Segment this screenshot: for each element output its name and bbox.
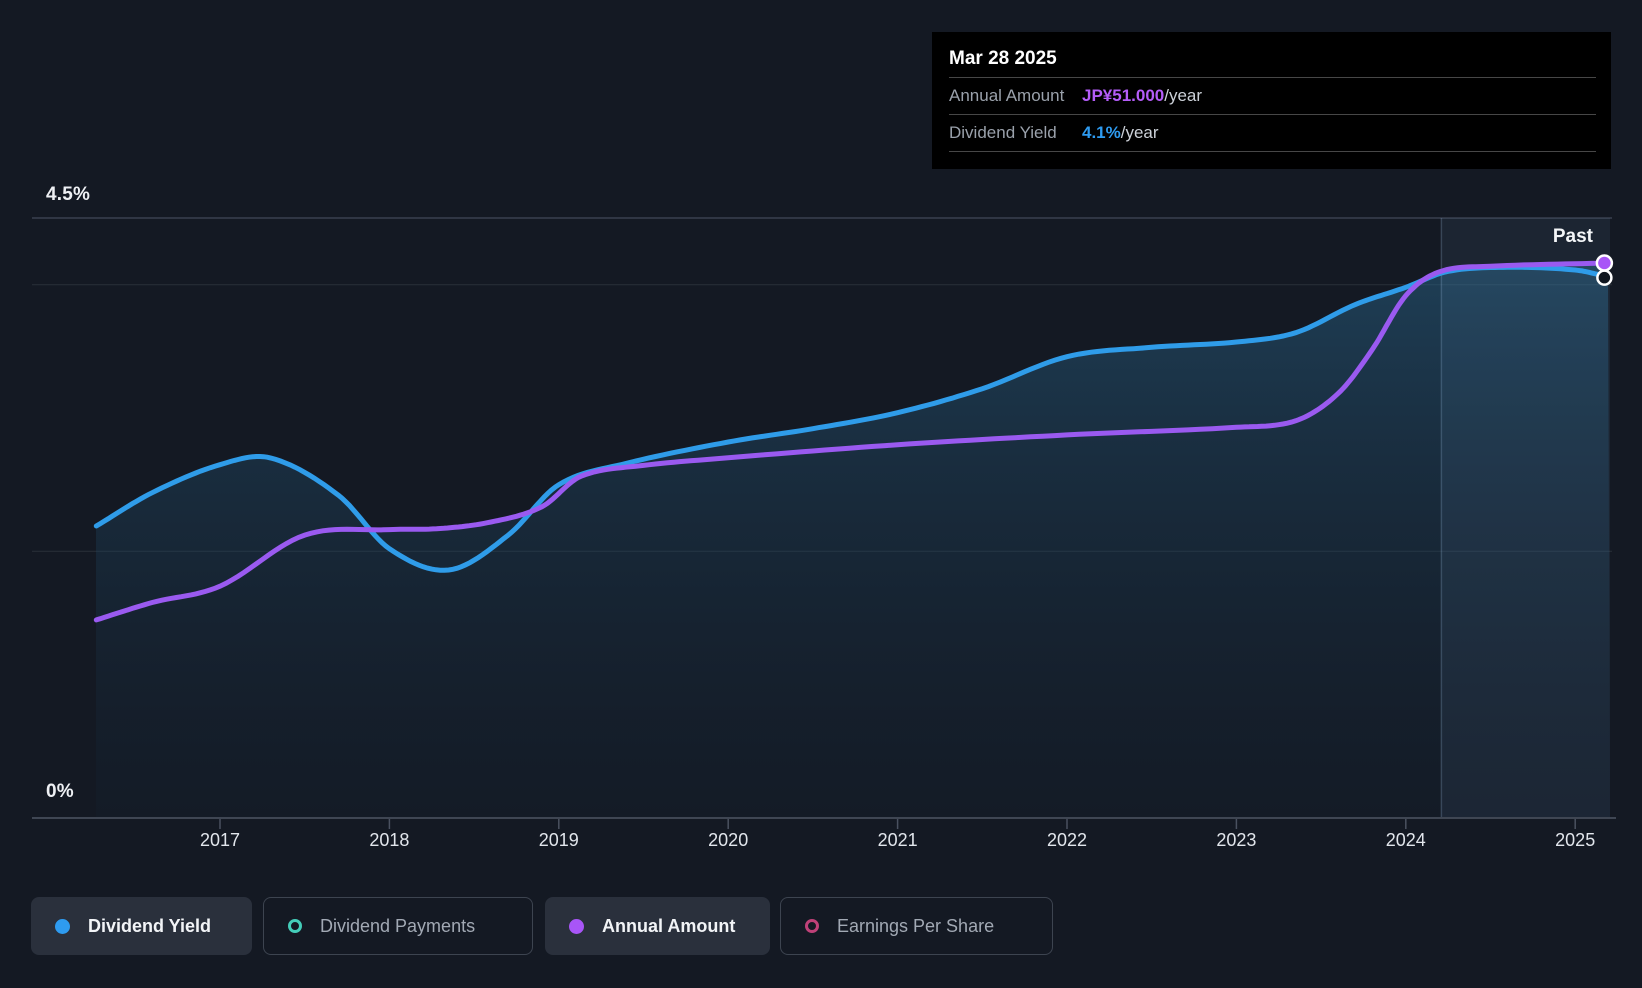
x-tick-label: 2022 <box>1046 830 1088 850</box>
legend-label: Earnings Per Share <box>837 915 995 936</box>
x-tick-label: 2017 <box>199 830 241 850</box>
dividend-yield-dot-icon <box>55 918 70 934</box>
tooltip-label: Dividend Yield <box>949 123 1057 142</box>
legend-label: Dividend Payments <box>320 915 476 936</box>
legend-button-dividend-yield[interactable]: Dividend Yield <box>31 897 252 955</box>
dividend-payments-ring-icon <box>288 919 302 933</box>
x-tick-label: 2023 <box>1216 830 1257 850</box>
tooltip-row-dividend-yield: Dividend Yield 4.1%/year <box>949 115 1596 152</box>
x-tick-label: 2018 <box>369 830 410 850</box>
legend-label: Dividend Yield <box>88 915 212 936</box>
tooltip-suffix: /year <box>1164 86 1203 105</box>
x-tick-label: 2021 <box>877 830 918 850</box>
past-region-label: Past <box>1552 226 1593 247</box>
annual-amount-dot-icon <box>569 918 584 934</box>
legend-button-earnings-per-share[interactable]: Earnings Per Share <box>780 897 1053 955</box>
x-tick-label: 2020 <box>708 830 749 850</box>
x-tick-label: 2019 <box>538 830 579 850</box>
tooltip-suffix: /year <box>1120 123 1159 142</box>
y-axis-max-label: 4.5% <box>46 184 91 205</box>
x-tick-label: 2024 <box>1385 830 1426 850</box>
tooltip-row-annual-amount: Annual Amount JP¥51.000/year <box>949 78 1596 115</box>
tooltip-value: JP¥51.000 <box>1082 86 1165 105</box>
tooltip-date: Mar 28 2025 <box>949 32 1596 78</box>
legend-label: Annual Amount <box>602 915 736 936</box>
tooltip-label: Annual Amount <box>949 86 1065 105</box>
legend-button-annual-amount[interactable]: Annual Amount <box>545 897 770 955</box>
y-axis-zero-label: 0% <box>46 781 74 802</box>
chart-tooltip: Mar 28 2025 Annual Amount JP¥51.000/year… <box>932 32 1611 169</box>
tooltip-value: 4.1% <box>1082 123 1121 142</box>
x-tick-label: 2025 <box>1555 830 1596 850</box>
legend-button-dividend-payments[interactable]: Dividend Payments <box>263 897 533 955</box>
earnings-per-share-ring-icon <box>805 919 819 933</box>
